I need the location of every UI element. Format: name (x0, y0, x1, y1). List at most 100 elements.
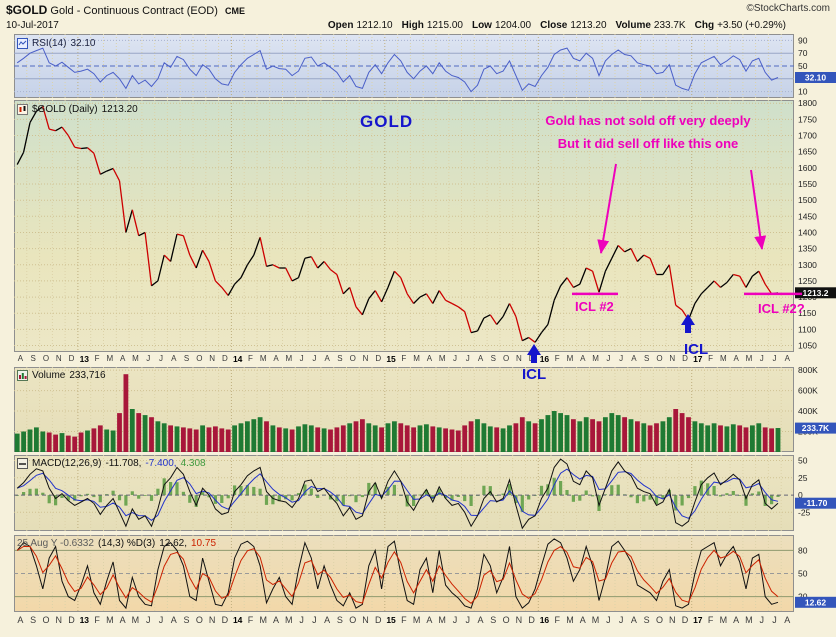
svg-text:1800: 1800 (798, 100, 817, 108)
chg-value: +3.50 (+0.29%) (717, 20, 786, 31)
volume-panel-label: Volume 233,716 (17, 370, 106, 381)
year-tick-label: 16 (539, 354, 550, 364)
close-quote: Close 1213.20 (540, 20, 606, 31)
month-tick-label: M (745, 615, 753, 625)
month-tick-label: S (30, 354, 36, 363)
month-tick-label: M (132, 354, 139, 363)
month-tick-label: M (413, 354, 420, 363)
month-tick-label: D (375, 354, 382, 363)
svg-text:-25: -25 (798, 507, 811, 517)
month-tick-label: J (606, 354, 611, 363)
macd-signal-line (17, 468, 779, 522)
month-tick-label: A (273, 615, 280, 625)
svg-text:1300: 1300 (798, 260, 817, 270)
month-tick-label: D (681, 615, 689, 625)
month-tick-label: O (656, 354, 663, 363)
year-tick-label: 15 (386, 615, 396, 625)
month-tick-label: M (412, 615, 421, 625)
month-tick-label: M (259, 354, 267, 363)
svg-text:1650: 1650 (798, 147, 817, 157)
month-tick-label: F (94, 615, 100, 625)
month-tick-label: S (183, 354, 190, 363)
price-plot: 1800 1750 1700 1650 1600 1550 1500 1450 1400 1350… (14, 100, 836, 352)
month-tick-label: N (55, 615, 62, 625)
month-tick-label: M (106, 354, 114, 363)
icl-annotation-label-1: ICL (522, 366, 547, 383)
month-tick-label: D (528, 354, 535, 363)
svg-text:70: 70 (798, 48, 808, 58)
macd-value-3: 4.308 (180, 458, 206, 469)
year-tick-label: 15 (386, 354, 396, 364)
year-tick-label: 14 (232, 354, 243, 364)
volume-panel-icon (17, 370, 28, 381)
price-label-value: 1213.20 (101, 104, 138, 115)
month-tick-label: A (580, 354, 586, 363)
year-tick-label: 17 (693, 615, 703, 625)
month-tick-label: M (720, 354, 727, 363)
month-tick-label: J (759, 354, 764, 363)
month-tick-label: A (784, 354, 790, 363)
price-label-name: $GOLD (Daily) (32, 104, 98, 115)
month-tick-label: S (490, 615, 497, 625)
svg-text:50: 50 (798, 569, 808, 579)
svg-text:1250: 1250 (798, 276, 817, 286)
svg-text:233.7K: 233.7K (802, 423, 830, 433)
svg-text:25: 25 (798, 473, 808, 483)
month-tick-label: S (337, 354, 343, 363)
svg-text:1100: 1100 (798, 324, 817, 334)
month-tick-label: J (299, 615, 304, 625)
month-tick-label: O (349, 354, 356, 363)
month-tick-label: A (17, 615, 24, 625)
month-tick-label: A (426, 354, 433, 363)
volume-label-name: Volume (32, 370, 66, 381)
svg-text:90: 90 (798, 35, 808, 45)
stoch-current-box (795, 596, 836, 608)
month-tick-label: J (465, 354, 470, 363)
svg-text:50: 50 (798, 61, 808, 71)
exchange: CME (224, 6, 245, 16)
price-current-box (795, 287, 836, 299)
svg-text:1213.2: 1213.2 (803, 288, 829, 298)
month-tick-label: D (68, 354, 75, 363)
month-tick-label: J (158, 615, 164, 625)
annotation-note-line1: Gold has not sold off very deeply (545, 113, 751, 128)
month-tick-label: F (554, 615, 560, 625)
month-tick-label: D (528, 615, 535, 625)
month-tick-label: A (119, 615, 126, 625)
month-tick-label: J (759, 615, 764, 625)
icl2-question-annotation-label: ICL #2? (758, 301, 805, 316)
month-tick-label: M (745, 354, 753, 363)
copyright: ©StockCharts.com (746, 3, 830, 14)
month-tick-label: M (259, 615, 267, 625)
month-tick-label: A (171, 354, 177, 363)
month-tick-label: M (592, 354, 599, 363)
month-tick-label: M (285, 615, 293, 625)
volume-value: 233.7K (653, 20, 686, 31)
svg-text:1150: 1150 (798, 308, 817, 318)
annotation-note-line2: But it did sell off like this one (557, 136, 739, 151)
month-tick-label: F (401, 615, 407, 625)
year-tick-label: 14 (232, 615, 243, 625)
month-tick-label: M (285, 354, 293, 363)
month-tick-label: J (772, 354, 777, 363)
stoch-label-params: (14,3) %D(3) (97, 538, 156, 549)
month-tick-label: D (682, 354, 688, 363)
svg-text:1500: 1500 (798, 195, 817, 205)
month-tick-label: A (426, 615, 433, 625)
month-tick-label: J (772, 615, 777, 625)
month-tick-label: N (362, 615, 369, 625)
rsi-label-value: 32.10 (70, 38, 96, 49)
volume-current-box (795, 422, 836, 434)
month-tick-label: M (566, 615, 574, 625)
svg-text:1700: 1700 (798, 131, 817, 141)
month-tick-label: O (655, 615, 663, 625)
svg-text:600K: 600K (798, 386, 818, 396)
month-tick-label: A (733, 615, 740, 625)
svg-text:80: 80 (798, 545, 808, 555)
month-tick-label: N (209, 354, 215, 363)
month-tick-label: A (630, 615, 637, 625)
svg-text:20: 20 (798, 592, 808, 602)
year-tick-label: 13 (79, 354, 90, 364)
month-tick-label: N (668, 615, 676, 625)
month-tick-label: M (106, 615, 114, 625)
